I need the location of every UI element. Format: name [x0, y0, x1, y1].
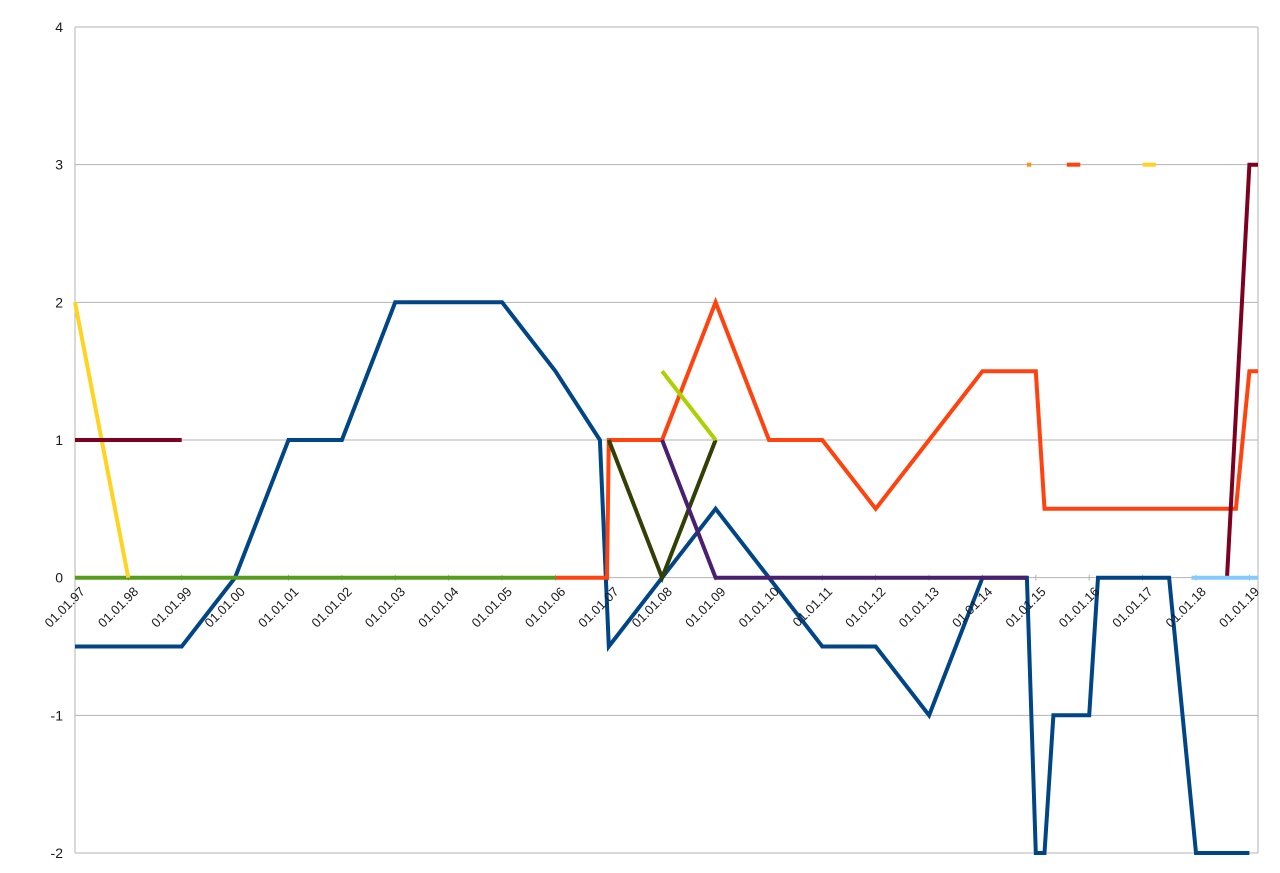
series-line-2	[555, 296, 1258, 580]
y-tick-label: 4	[55, 19, 63, 35]
x-tick-label: 01.01.99	[148, 584, 194, 630]
series-lines	[73, 162, 1258, 855]
x-tick-label: 01.01.11	[790, 584, 836, 630]
x-tick-label: 01.01.07	[575, 584, 621, 630]
x-tick-label: 01.01.14	[949, 584, 995, 630]
x-tick-label: 01.01.01	[255, 584, 301, 630]
y-tick-label: 2	[55, 294, 63, 310]
x-tick-label: 01.01.05	[469, 584, 515, 630]
y-tick-labels: -2 -1 0 1 2 3 4	[51, 19, 64, 861]
x-tick-label: 01.01.97	[42, 584, 88, 630]
y-tick-label: -2	[51, 845, 64, 861]
series-line-7	[606, 439, 718, 584]
x-tick-label: 01.01.04	[415, 584, 461, 630]
x-tick-label: 01.01.13	[896, 584, 942, 630]
x-tick-label: 01.01.03	[362, 584, 408, 630]
x-tick-label: 01.01.12	[842, 584, 888, 630]
x-tick-label: 01.01.09	[682, 584, 728, 630]
series-line-6	[1225, 162, 1258, 578]
y-tick-label: 0	[55, 570, 63, 586]
x-tick-label: 01.01.02	[308, 584, 354, 630]
series-line-9	[660, 439, 1027, 580]
x-tick-label: 01.01.06	[522, 584, 568, 630]
series-line-1	[75, 300, 1250, 855]
y-tick-label: 3	[55, 157, 63, 173]
series-line-8	[660, 369, 718, 442]
x-tick-label: 01.01.17	[1109, 584, 1155, 630]
gridlines	[75, 26, 1258, 854]
x-tick-label: 01.01.98	[95, 584, 141, 630]
x-tick-label: 01.01.10	[735, 584, 781, 630]
y-tick-label: -1	[51, 707, 64, 723]
x-tick-label: 01.01.19	[1216, 584, 1262, 630]
y-tick-label: 1	[55, 432, 63, 448]
